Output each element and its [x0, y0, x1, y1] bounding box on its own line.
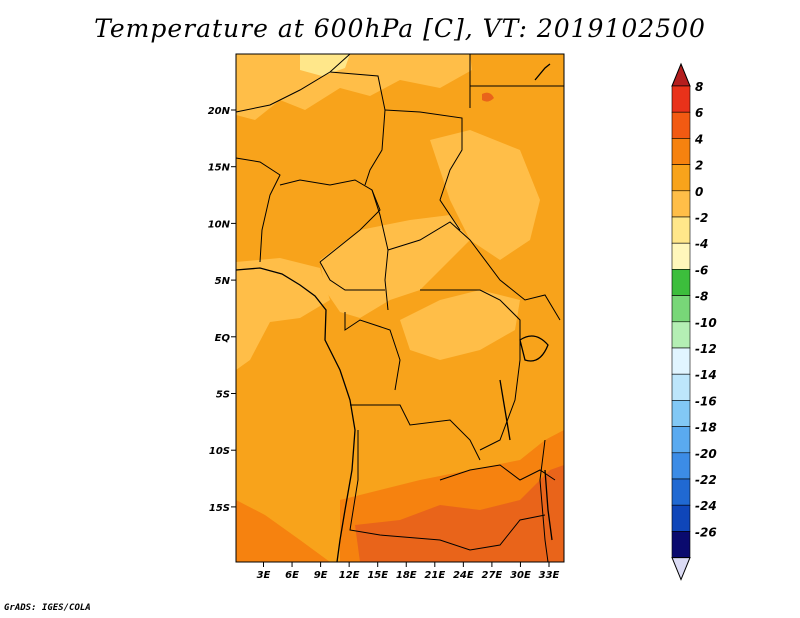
cool-zone-congo-basin: [400, 290, 520, 360]
lat-tick-label: 5S: [216, 390, 230, 401]
colorbar-label: -4: [695, 237, 708, 251]
colorbar-swatch: [671, 111, 691, 139]
colorbar-label: -24: [695, 499, 717, 513]
colorbar-swatch: [671, 531, 691, 558]
coastlines: [235, 63, 553, 563]
lon-tick-label: 6E: [285, 570, 299, 581]
map-title: Temperature at 600hPa [C], VT: 201910250…: [94, 14, 706, 43]
colorbar-bottom-arrow: [671, 557, 691, 581]
colorbar-swatch: [671, 452, 691, 480]
cool-zone-west-coast: [236, 258, 330, 370]
colorbar-swatch: [671, 426, 691, 454]
cool-zone-sahara: [236, 54, 472, 120]
colorbar-label: 6: [695, 106, 703, 120]
colorbar-label: 2: [695, 159, 703, 173]
colorbar-label: -8: [695, 290, 708, 304]
lake-tanganyika-shore: [499, 379, 511, 441]
colorbar-top-arrow: [671, 62, 691, 87]
colorbar-label: 8: [695, 80, 703, 94]
map-area: [235, 53, 564, 563]
lat-tick-label: 15S: [209, 503, 230, 514]
colorbar-swatch: [671, 400, 691, 427]
hot-spot-north: [482, 92, 494, 102]
colorbar-label: -26: [695, 525, 717, 539]
hot-zone-southwest: [236, 500, 330, 562]
colorbar-swatch: [671, 216, 691, 244]
colorbar: 8 6 4 2 0 -2 -4 -6 -8 -10 -12 -14 -16 -18 -20 -22 -24 -26: [671, 62, 717, 581]
cool-zone-central: [320, 215, 470, 318]
boundary-line: [329, 71, 386, 186]
lat-tick-label: 10N: [208, 219, 231, 230]
lon-tick-label: 18E: [396, 570, 417, 581]
colorbar-label: -12: [695, 342, 717, 356]
red-sea-shore: [534, 63, 551, 81]
colorbar-swatch: [671, 190, 691, 218]
colorbar-swatch: [671, 347, 691, 375]
boundary-line: [319, 261, 385, 291]
colorbar-label: -14: [695, 368, 717, 382]
pale-zone-north: [300, 54, 350, 76]
lon-tick-label: 12E: [339, 570, 360, 581]
lon-tick-label: 15E: [367, 570, 388, 581]
boundary-line: [439, 464, 556, 481]
colorbar-swatch: [671, 164, 691, 192]
lake-malawi-shore: [544, 469, 553, 541]
colorbar-label: -10: [695, 316, 717, 330]
grads-credit: GrADS: IGES/COLA: [4, 603, 91, 613]
boundary-line: [349, 430, 546, 551]
lon-tick-label: 24E: [453, 570, 474, 581]
lat-tick-label: 10S: [209, 446, 230, 457]
lon-tick-label: 27E: [482, 570, 503, 581]
lon-tick-label: 33E: [539, 570, 560, 581]
colorbar-label: -6: [695, 263, 708, 277]
lat-tick-label: 15N: [208, 163, 231, 174]
coastline-west: [235, 267, 356, 563]
lon-tick-label: 21E: [424, 570, 445, 581]
boundary-line: [539, 439, 549, 563]
lon-tick-label: 9E: [314, 570, 328, 581]
lat-tick-label: 20N: [208, 106, 231, 117]
colorbar-swatch: [671, 85, 691, 113]
colorbar-label: -18: [695, 421, 717, 435]
colorbar-label: -2: [695, 211, 708, 225]
colorbar-swatch: [671, 269, 691, 296]
lon-tick-label: 3E: [257, 570, 271, 581]
boundary-line: [235, 53, 351, 113]
colorbar-swatch: [671, 478, 691, 506]
colorbar-swatch: [671, 242, 691, 270]
cool-zone-sudan: [430, 130, 540, 260]
longitude-axis: 3E 6E 9E 12E 15E 18E 21E 24E 27E 30E 33E: [257, 562, 560, 581]
boundary-line: [235, 157, 281, 263]
colorbar-swatch: [671, 504, 691, 532]
boundary-line: [387, 221, 561, 321]
country-boundaries: [235, 53, 564, 563]
lat-tick-label: 5N: [215, 276, 231, 287]
colorbar-label: 0: [695, 185, 703, 199]
lat-tick-label: EQ: [215, 333, 231, 344]
colorbar-label: -16: [695, 394, 717, 408]
colorbar-label: 4: [694, 132, 703, 146]
boundary-line: [384, 109, 463, 231]
latitude-axis: 20N 15N 10N 5N EQ 5S 10S 15S: [208, 106, 236, 514]
boundary-line: [350, 404, 481, 461]
lon-tick-label: 30E: [510, 570, 531, 581]
colorbar-swatch: [671, 373, 691, 401]
colorbar-swatch: [671, 138, 691, 165]
colorbar-swatch: [671, 295, 691, 323]
colorbar-label: -20: [695, 447, 717, 461]
lake-victoria-shore: [519, 335, 549, 362]
colorbar-swatch: [671, 321, 691, 349]
boundary-line: [344, 312, 401, 391]
map-frame: [235, 53, 565, 563]
colorbar-label: -22: [695, 473, 717, 487]
